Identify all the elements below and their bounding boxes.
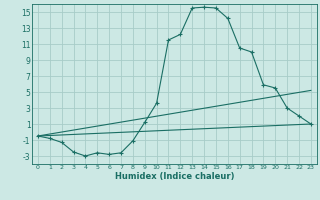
X-axis label: Humidex (Indice chaleur): Humidex (Indice chaleur) xyxy=(115,172,234,181)
